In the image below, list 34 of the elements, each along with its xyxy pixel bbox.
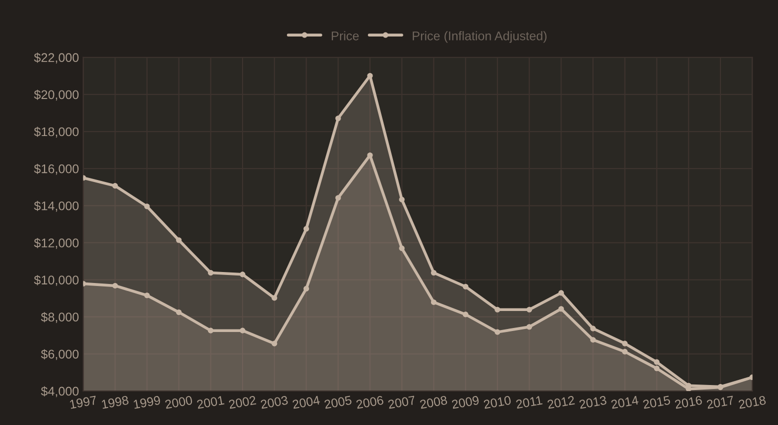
x-tick-label: 2014 — [610, 396, 639, 409]
x-tick-label: 2000 — [164, 396, 193, 409]
x-tick-label: 2015 — [642, 396, 671, 409]
y-tick-label: $14,000 — [34, 200, 79, 212]
x-tick-label: 2013 — [578, 396, 607, 409]
x-tick-label: 1999 — [133, 396, 161, 409]
y-tick-label: $16,000 — [34, 164, 79, 175]
x-tick-label: 2009 — [452, 396, 480, 409]
x-tick-label: 2012 — [547, 396, 575, 409]
x-tick-label: 2016 — [674, 396, 702, 409]
y-tick-label: $18,000 — [34, 126, 79, 138]
x-tick-label: 2006 — [356, 396, 384, 409]
x-tick-label: 1998 — [101, 396, 129, 409]
x-tick-label: 2017 — [706, 396, 734, 409]
y-tick-label: $6,000 — [40, 349, 79, 360]
x-tick-label: 2011 — [516, 396, 543, 409]
y-tick-label: $22,000 — [34, 52, 79, 64]
x-tick-label: 2005 — [324, 396, 352, 409]
y-tick-label: $20,000 — [34, 90, 79, 101]
x-tick-label: 2010 — [483, 396, 512, 409]
y-tick-label: $8,000 — [40, 312, 79, 323]
legend-label: Price — [332, 31, 359, 40]
x-tick-label: 2007 — [388, 396, 416, 409]
x-tick-label: 2018 — [738, 396, 766, 409]
x-tick-label: 2002 — [228, 396, 256, 409]
y-tick-label: $12,000 — [34, 238, 79, 249]
legend-label: Price (Inflation Adjusted) — [412, 31, 546, 43]
y-tick-label: $4,000 — [40, 386, 79, 398]
x-tick-label: 2004 — [292, 396, 320, 409]
x-tick-label: 1997 — [70, 396, 97, 409]
x-tick-label: 2008 — [420, 396, 448, 409]
y-tick-label: $10,000 — [34, 275, 79, 286]
x-tick-label: 2001 — [196, 396, 224, 409]
x-tick-label: 2003 — [260, 396, 288, 409]
